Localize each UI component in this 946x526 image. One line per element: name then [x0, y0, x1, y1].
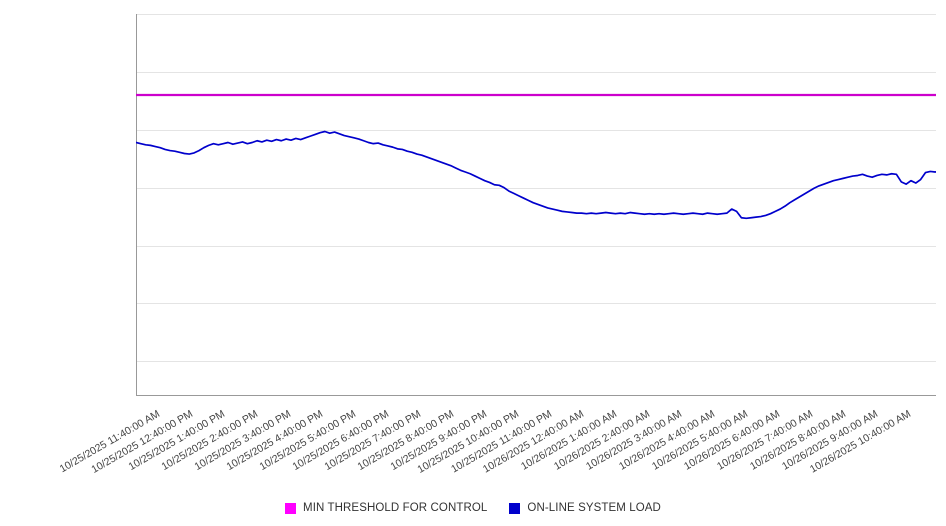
plot-area: [136, 14, 936, 396]
legend-label-min-threshold-for-control: MIN THRESHOLD FOR CONTROL: [303, 502, 488, 514]
load-line-series-1: [136, 130, 936, 220]
legend-label-on-line-system-load: ON-LINE SYSTEM LOAD: [527, 502, 661, 514]
gridlines: [136, 14, 936, 362]
x-axis-tick-labels: 10/25/2025 11:40:00 AM 10/25/2025 12:40:0…: [0, 400, 946, 490]
chart-canvas: [136, 14, 936, 396]
legend-item-on-line-system-load[interactable]: ON-LINE SYSTEM LOAD: [509, 502, 661, 514]
legend-swatch-magenta: [285, 502, 297, 514]
legend-item-min-threshold-for-control[interactable]: MIN THRESHOLD FOR CONTROL: [285, 502, 487, 514]
chart-legend: MIN THRESHOLD FOR CONTROL ON-LINE SYSTEM…: [0, 496, 946, 520]
legend-swatch-blue: [509, 502, 521, 514]
axis-lines: [136, 14, 936, 396]
data-series: [136, 93, 936, 220]
